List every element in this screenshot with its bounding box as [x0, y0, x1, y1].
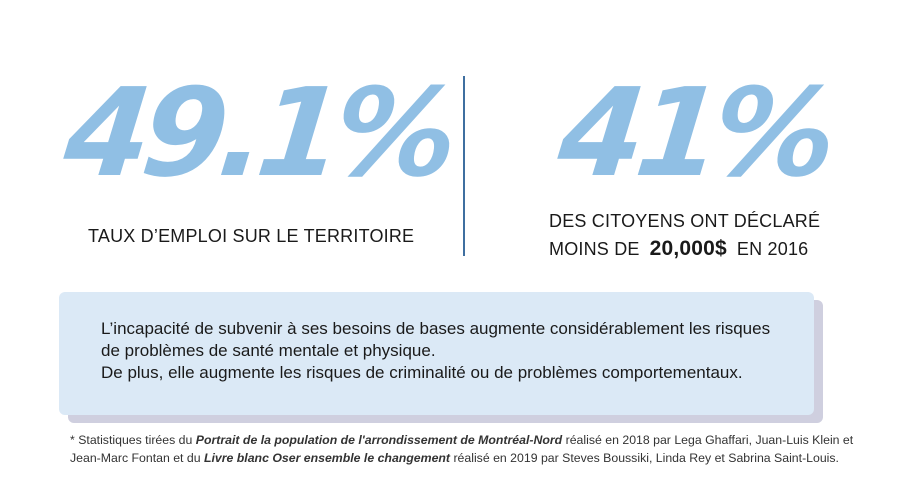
callout-line: de problèmes de santé mentale et physiqu… [101, 341, 436, 360]
vertical-divider [463, 76, 465, 256]
sources-footnote: * Statistiques tirées du Portrait de la … [70, 431, 870, 467]
footnote-source-title: Portrait de la population de l'arrondiss… [195, 433, 563, 447]
low-income-caption-line1: DES CITOYENS ONT DÉCLARÉ [549, 211, 821, 231]
footnote-line-1: * Statistiques tirées du Portrait de la … [70, 431, 870, 449]
income-threshold-amount: 20,000$ [649, 237, 727, 260]
footnote-text: * Statistiques tirées du [70, 433, 196, 447]
callout-line: L’incapacité de subvenir à ses besoins d… [101, 319, 771, 338]
employment-rate-value: 49.1% [58, 62, 457, 204]
low-income-caption-prefix: MOINS DE [549, 239, 640, 259]
callout-box: L’incapacité de subvenir à ses besoins d… [59, 292, 814, 415]
footnote-source-title: Livre blanc Oser ensemble le changement [203, 451, 451, 465]
low-income-caption-line2: MOINS DE 20,000$ EN 2016 [549, 237, 808, 261]
low-income-rate-value: 41% [552, 62, 836, 204]
footnote-text: réalisé en 2019 par Steves Boussiki, Lin… [450, 451, 839, 465]
low-income-caption-suffix: EN 2016 [736, 239, 809, 259]
footnote-text: réalisé en 2018 par Lega Ghaffari, Juan-… [562, 433, 854, 447]
employment-rate-caption: TAUX D’EMPLOI SUR LE TERRITOIRE [88, 226, 415, 246]
footnote-text: Jean-Marc Fontan et du [70, 451, 204, 465]
callout-line: De plus, elle augmente les risques de cr… [101, 363, 743, 382]
footnote-line-2: Jean-Marc Fontan et du Livre blanc Oser … [70, 449, 870, 467]
